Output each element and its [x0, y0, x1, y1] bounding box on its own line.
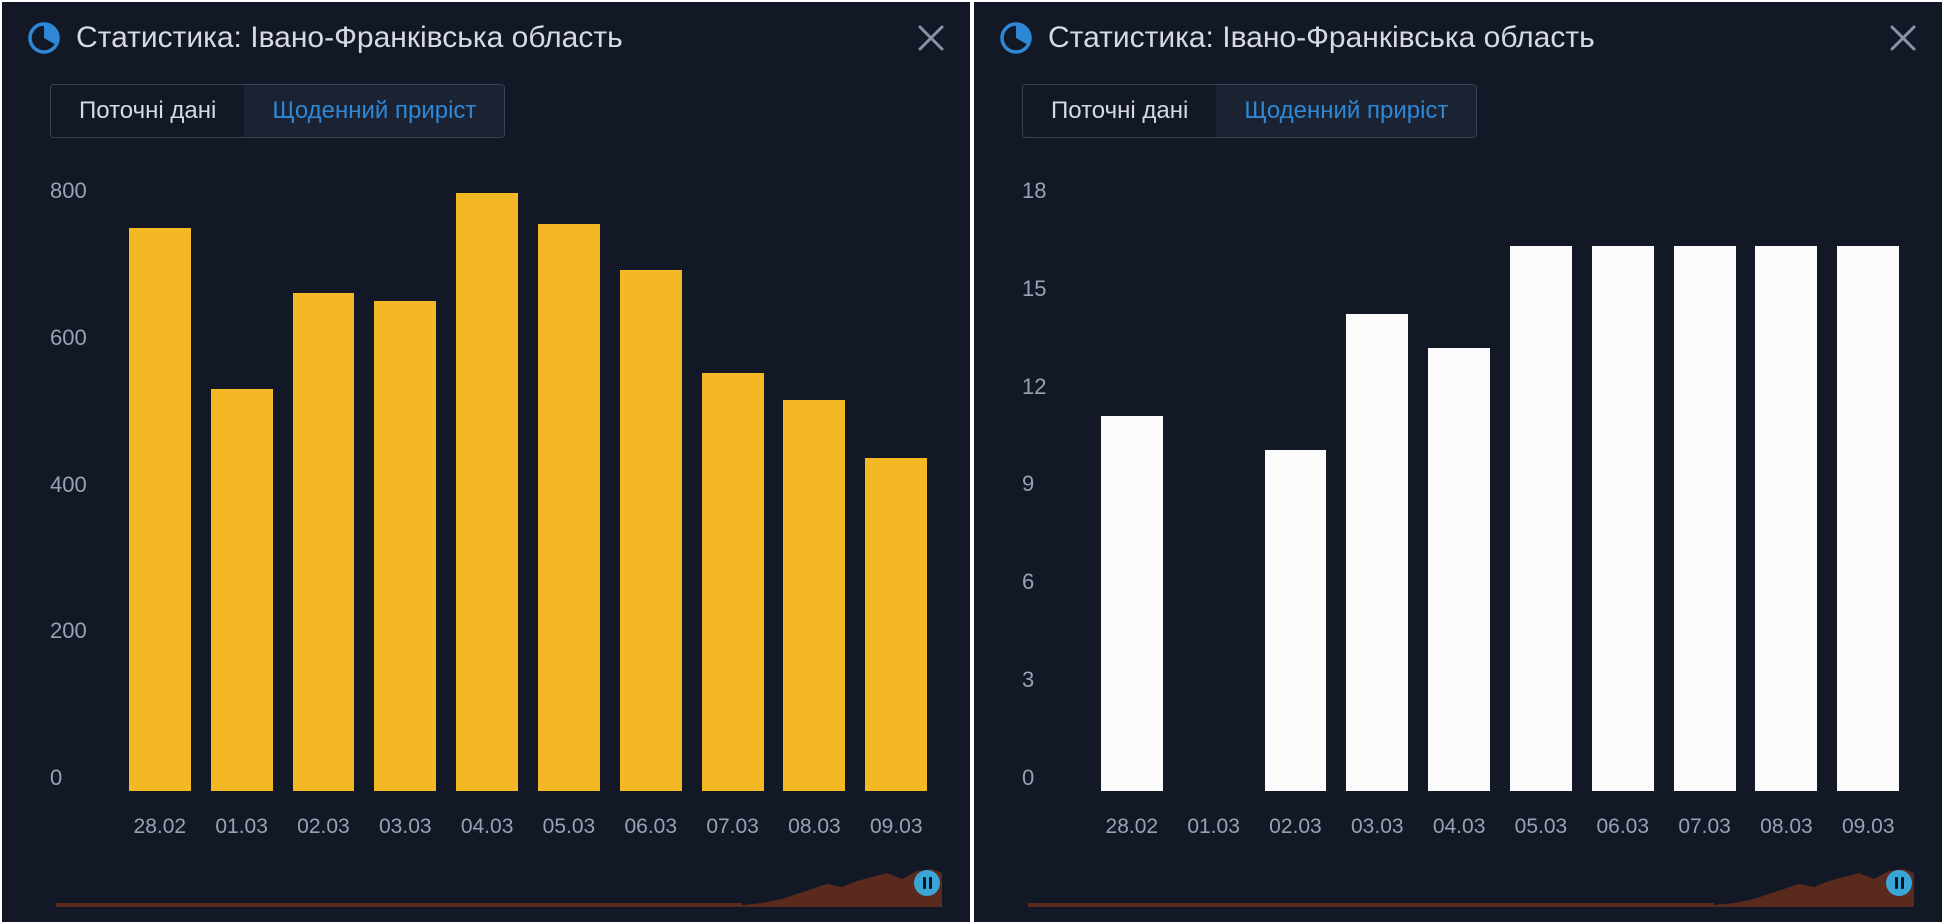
bar [374, 301, 436, 791]
timeline-slider-handle[interactable] [914, 870, 940, 896]
x-tick: 08.03 [1755, 801, 1817, 841]
y-tick: 9 [1022, 471, 1082, 497]
x-tick: 28.02 [129, 801, 191, 841]
tab-current-data[interactable]: Поточні дані [51, 85, 244, 137]
plot-area [120, 178, 936, 791]
mini-timeline[interactable] [56, 859, 936, 907]
bar [456, 193, 518, 791]
bar [620, 270, 682, 791]
bar [1674, 246, 1736, 791]
y-tick: 200 [50, 618, 110, 644]
x-tick: 03.03 [1346, 801, 1408, 841]
mini-timeline-bump [1714, 859, 1908, 907]
x-tick: 06.03 [620, 801, 682, 841]
x-tick: 01.03 [1183, 801, 1245, 841]
pie-chart-icon [998, 20, 1034, 56]
bar [865, 458, 927, 791]
tabs: Поточні дані Щоденний приріст [1022, 84, 1477, 138]
tabs: Поточні дані Щоденний приріст [50, 84, 505, 138]
bar [1837, 246, 1899, 791]
plot-area [1092, 178, 1908, 791]
y-tick: 3 [1022, 667, 1082, 693]
panel-title: Статистика: Івано-Франківська область [1048, 21, 1874, 55]
x-axis: 28.02 01.03 02.03 03.03 04.03 05.03 06.03 07.03… [120, 801, 936, 841]
x-tick: 05.03 [538, 801, 600, 841]
bar [1265, 450, 1327, 791]
bar [1428, 348, 1490, 791]
bar [702, 373, 764, 791]
y-tick: 600 [50, 325, 110, 351]
x-tick: 02.03 [293, 801, 355, 841]
x-tick: 04.03 [456, 801, 518, 841]
x-tick: 28.02 [1101, 801, 1163, 841]
y-tick: 15 [1022, 276, 1082, 302]
x-tick: 08.03 [783, 801, 845, 841]
mini-timeline-flat [56, 903, 742, 907]
close-icon[interactable] [916, 23, 946, 53]
tab-daily-growth[interactable]: Щоденний приріст [1216, 85, 1476, 137]
left-panel: Статистика: Івано-Франківська область По… [0, 0, 972, 924]
tab-current-data[interactable]: Поточні дані [1023, 85, 1216, 137]
y-tick: 400 [50, 472, 110, 498]
y-axis: 800 600 400 200 0 [50, 178, 110, 791]
bar [293, 293, 355, 791]
timeline-slider-handle[interactable] [1886, 870, 1912, 896]
x-axis: 28.02 01.03 02.03 03.03 04.03 05.03 06.03 07.03… [1092, 801, 1908, 841]
y-axis: 18 15 12 9 6 3 0 [1022, 178, 1082, 791]
bar [1101, 416, 1163, 791]
x-tick: 07.03 [1674, 801, 1736, 841]
tab-daily-growth[interactable]: Щоденний приріст [244, 85, 504, 137]
x-tick: 01.03 [211, 801, 273, 841]
bar [783, 400, 845, 791]
bar-chart: 18 15 12 9 6 3 0 28.02 01.03 02.03 03.03 04.03 05.0… [1022, 178, 1908, 841]
y-tick: 18 [1022, 178, 1082, 204]
x-tick: 07.03 [702, 801, 764, 841]
y-tick: 0 [50, 765, 110, 791]
x-tick: 02.03 [1265, 801, 1327, 841]
x-tick: 06.03 [1592, 801, 1654, 841]
bar [1346, 314, 1408, 791]
mini-timeline-flat [1028, 903, 1714, 907]
mini-timeline-bump [742, 859, 936, 907]
bar [1510, 246, 1572, 791]
panel-header: Статистика: Івано-Франківська область [998, 20, 1918, 56]
y-tick: 12 [1022, 374, 1082, 400]
x-tick: 03.03 [374, 801, 436, 841]
x-tick: 05.03 [1510, 801, 1572, 841]
bar [1755, 246, 1817, 791]
bar [211, 389, 273, 791]
x-tick: 09.03 [865, 801, 927, 841]
right-panel: Статистика: Івано-Франківська область По… [972, 0, 1944, 924]
pie-chart-icon [26, 20, 62, 56]
bar [129, 228, 191, 791]
panel-header: Статистика: Івано-Франківська область [26, 20, 946, 56]
y-tick: 800 [50, 178, 110, 204]
y-tick: 0 [1022, 765, 1082, 791]
bar [1592, 246, 1654, 791]
x-tick: 09.03 [1837, 801, 1899, 841]
bar [538, 224, 600, 791]
x-tick: 04.03 [1428, 801, 1490, 841]
panel-title: Статистика: Івано-Франківська область [76, 21, 902, 55]
close-icon[interactable] [1888, 23, 1918, 53]
y-tick: 6 [1022, 569, 1082, 595]
bar-chart: 800 600 400 200 0 28.02 01.03 02.03 03.03 04.03 0… [50, 178, 936, 841]
mini-timeline[interactable] [1028, 859, 1908, 907]
